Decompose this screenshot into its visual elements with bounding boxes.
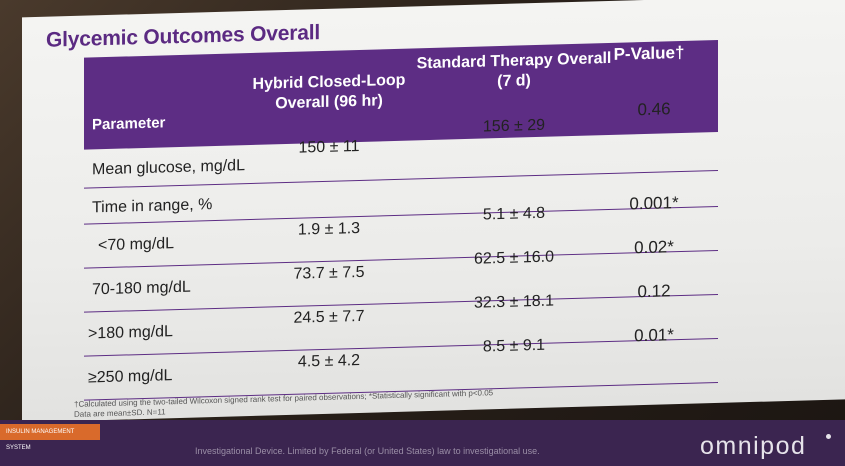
row-p-value: 0.01* xyxy=(634,325,674,346)
row-parameter: <70 mg/dL xyxy=(98,235,175,255)
row-parameter: Mean glucose, mg/dL xyxy=(92,157,245,179)
row-p-value: 0.02* xyxy=(634,237,674,258)
row-hybrid-value: 1.9 ± 1.3 xyxy=(297,219,361,239)
row-hybrid-value: 73.7 ± 7.5 xyxy=(293,263,365,283)
slide-footer-bar xyxy=(0,420,845,466)
row-parameter: 70-180 mg/dL xyxy=(92,278,191,299)
row-p-value: 0.46 xyxy=(637,99,671,120)
header-p-value: P-Value† xyxy=(613,42,685,64)
row-p-value: 0.12 xyxy=(637,281,671,302)
table-header: Parameter Hybrid Closed-Loop Overall (96… xyxy=(84,39,718,150)
row-hybrid-value: 24.5 ± 7.7 xyxy=(293,307,365,327)
footer-legal-text: Investigational Device. Limited by Feder… xyxy=(195,446,540,456)
row-parameter: Time in range, % xyxy=(92,196,213,217)
footer-tag: INSULIN MANAGEMENT SYSTEM xyxy=(0,424,100,451)
omnipod-logo: omnipod xyxy=(700,432,807,460)
row-parameter: ≥250 mg/dL xyxy=(88,367,173,387)
row-parameter: >180 mg/dL xyxy=(88,323,173,343)
row-hybrid-value: 150 ± 11 xyxy=(298,137,360,157)
logo-dot xyxy=(826,434,831,439)
header-parameter: Parameter xyxy=(92,114,166,134)
header-hybrid-closed-loop: Hybrid Closed-Loop Overall (96 hr) xyxy=(252,71,406,113)
row-hybrid-value: 4.5 ± 4.2 xyxy=(297,351,361,371)
row-p-value: 0.001* xyxy=(629,193,679,214)
